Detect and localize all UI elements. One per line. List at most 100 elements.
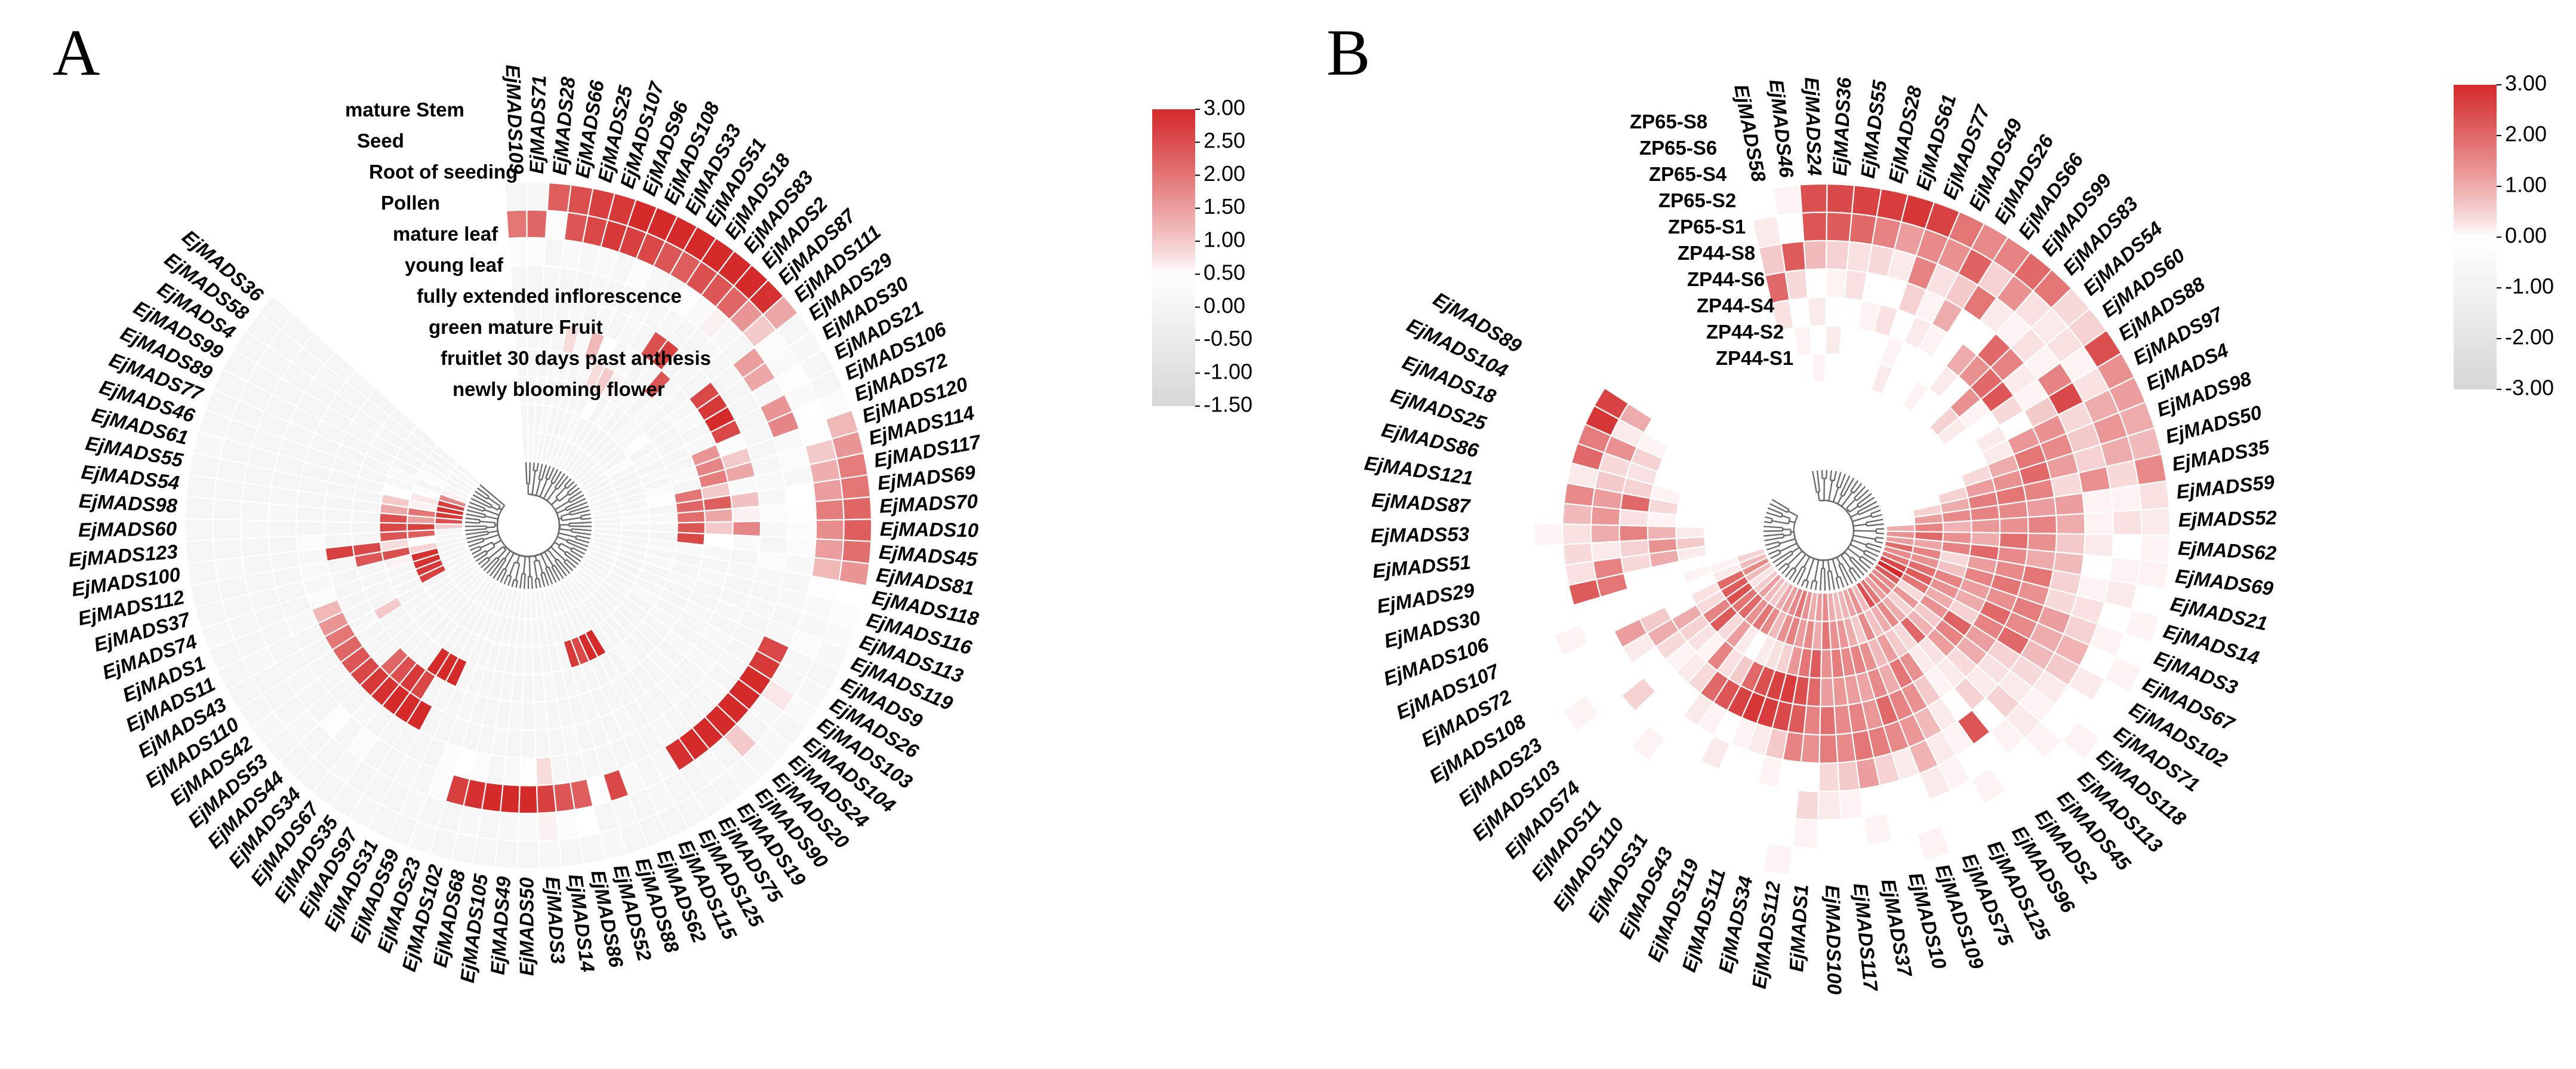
dendrogram-branch (1764, 521, 1772, 524)
heatmap-cell (1751, 215, 1782, 249)
heatmap-cell (1811, 353, 1826, 384)
dendrogram-branch (534, 579, 537, 589)
dendrogram-branch (470, 545, 480, 551)
dendrogram-arc (1790, 529, 1792, 535)
dendrogram-branch (1872, 514, 1882, 518)
heatmap-cell (1825, 268, 1848, 299)
heatmap-cells (1476, 183, 2171, 878)
dendrogram-branch (1771, 499, 1790, 511)
gene-label: EjMADS36 (1829, 76, 1855, 176)
heatmap-cell (1703, 526, 1734, 538)
heatmap-cell (1816, 847, 1845, 878)
heatmap-cell (454, 462, 481, 486)
heatmap-cell (1784, 269, 1809, 301)
dendrogram-branch (571, 528, 592, 532)
heatmap-cell (1789, 846, 1818, 878)
dendrogram-branch (550, 546, 566, 561)
dendrogram-arc (1811, 514, 1855, 561)
heatmap-cell (1819, 705, 1837, 736)
heatmap-cell (1803, 239, 1827, 271)
dendrogram-branch (1792, 566, 1803, 583)
dendrogram-arc (496, 517, 558, 557)
heatmap-cell (526, 181, 550, 211)
heatmap-cell (517, 812, 540, 842)
dendrogram-branch (489, 557, 504, 577)
dendrogram-branch (566, 551, 581, 562)
dendrogram-branch (540, 573, 546, 587)
dendrogram-branch (1866, 546, 1881, 553)
heatmap-cell (533, 701, 549, 731)
dendrogram-branch (556, 508, 567, 514)
heatmap-cell (1646, 525, 1678, 541)
dendrogram-branch (479, 484, 505, 506)
dendrogram-branch (486, 546, 495, 553)
dendrogram-branch (1863, 552, 1876, 561)
dendrogram-branch (550, 498, 558, 506)
heatmap-cell (186, 560, 218, 586)
gene-label: EjMADS51 (1371, 551, 1472, 582)
dendrogram-branch (554, 541, 561, 546)
dendrogram-arc (565, 508, 568, 511)
heatmap-cell (1835, 732, 1857, 764)
heatmap-cell (1562, 542, 1594, 566)
colorbar-tick-label: 1.50 (1204, 194, 1245, 219)
dendrogram-arc (1836, 576, 1841, 579)
dendrogram-branch (1866, 518, 1883, 524)
heatmap-cell (1814, 410, 1826, 441)
dendrogram-branch (540, 554, 548, 568)
dendrogram-branch (567, 484, 577, 493)
track-label: ZP65-S2 (1658, 189, 1736, 211)
dendrogram-branch (538, 463, 543, 480)
heatmap-cell (1999, 516, 2029, 534)
dendrogram-branch (1812, 471, 1818, 493)
dendrogram-branch (1794, 554, 1806, 570)
dendrogram-branch (1783, 534, 1792, 537)
heatmap-cell (2139, 534, 2171, 564)
colorbar-tick-label: -2.00 (2505, 325, 2554, 349)
dendrogram-branch (493, 559, 507, 579)
heatmap-cell (1806, 296, 1827, 327)
heatmap-cell (267, 535, 298, 555)
dendrogram-branch (1839, 576, 1845, 588)
heatmap-cell (1506, 545, 1538, 573)
heatmap-cell (839, 474, 872, 500)
dendrogram (1763, 469, 1885, 591)
dendrogram-branch (559, 493, 569, 502)
heatmap-cell (1618, 524, 1649, 542)
heatmap-cell (1562, 502, 1593, 526)
dendrogram-branch (486, 559, 500, 574)
heatmap-cell (1533, 523, 1564, 547)
dendrogram-branch (554, 473, 565, 489)
dendrogram-branch (1781, 515, 1790, 520)
dendrogram-branch (1787, 550, 1803, 566)
heatmap-cell (1817, 438, 1826, 469)
dendrogram-branch (544, 567, 553, 585)
heatmap-cell (1743, 480, 1772, 502)
dendrogram-branch (1827, 560, 1830, 572)
heatmap-cell (2140, 507, 2171, 536)
dendrogram-branch (481, 559, 491, 569)
heatmap-cell (555, 809, 580, 841)
heatmap-cell (814, 498, 845, 521)
dendrogram-branch (466, 513, 485, 518)
heatmap-cell (1817, 818, 1843, 849)
colorbar-gradient (2454, 85, 2497, 389)
dendrogram-branch (1876, 536, 1884, 539)
heatmap-cell (526, 236, 547, 267)
dendrogram-branch (1867, 542, 1882, 549)
heatmap-cell (2053, 492, 2085, 517)
dendrogram-branch (555, 486, 567, 498)
colorbar-tick-label: 0.00 (2505, 223, 2547, 248)
heatmap-cell (1867, 840, 1900, 874)
dendrogram-branch (570, 549, 583, 558)
dendrogram-branch (581, 517, 592, 520)
dendrogram-branch (564, 561, 574, 572)
dendrogram-branch (1768, 549, 1780, 555)
heatmap-cell (323, 533, 354, 549)
dendrogram-branch (534, 555, 537, 561)
gene-label: EjMADS3 (541, 876, 569, 964)
heatmap-cell (239, 519, 270, 540)
heatmap-cell (1534, 543, 1566, 570)
heatmap-cell (1833, 704, 1853, 736)
heatmap-cell (2025, 496, 2057, 518)
